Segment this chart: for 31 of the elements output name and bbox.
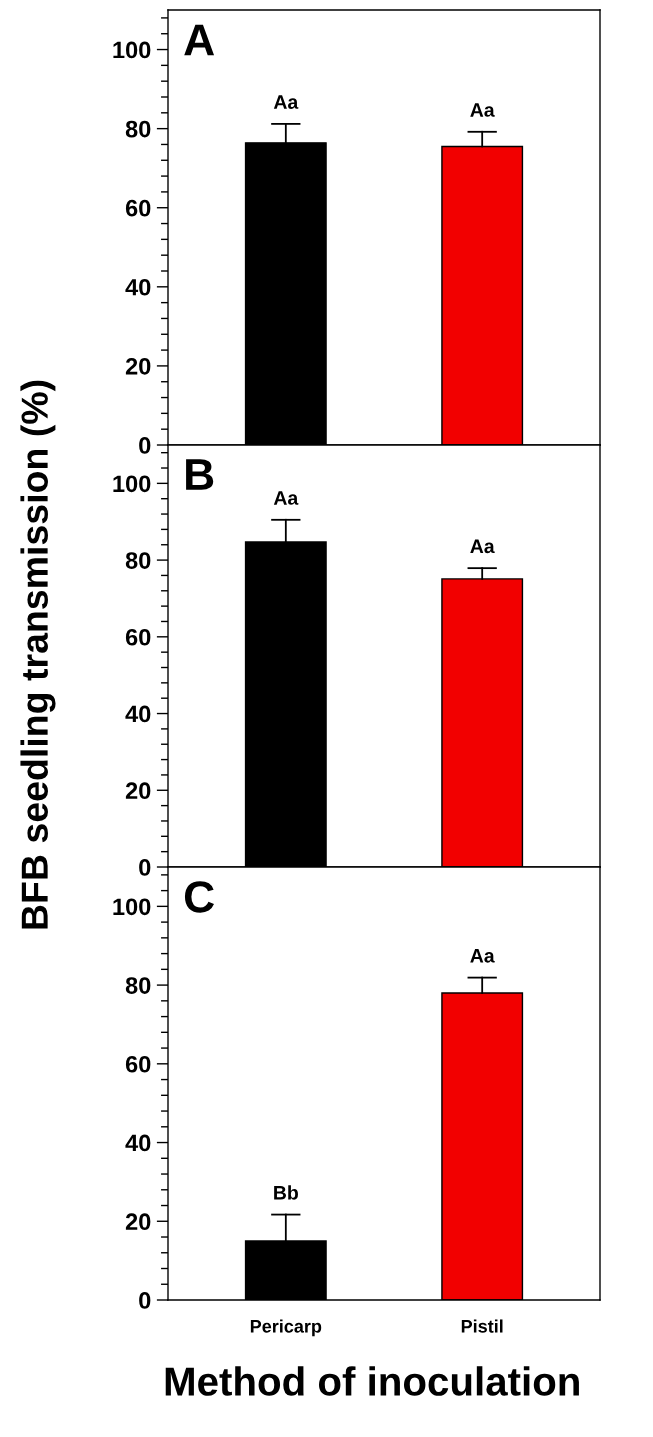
annotation: Aa xyxy=(273,491,299,505)
y-axis-title: BFB seedling transmission (%) xyxy=(20,380,56,929)
x-tick-label: Pericarp xyxy=(250,1319,322,1337)
chart-title: A xyxy=(184,24,215,56)
y-tick-label: 80 xyxy=(125,120,151,138)
annotation: Aa xyxy=(470,539,495,554)
y-tick-label: 0 xyxy=(139,1292,151,1309)
chart-title: C xyxy=(184,881,214,913)
y-tick-label: 60 xyxy=(125,1055,151,1073)
y-tick-label: 20 xyxy=(125,357,151,375)
y-tick-label: 100 xyxy=(113,898,151,916)
y-tick-label: 60 xyxy=(125,628,151,646)
y-tick-label: 20 xyxy=(125,1213,151,1231)
y-tick-label: 0 xyxy=(139,859,151,876)
y-tick-label: 60 xyxy=(125,199,151,217)
annotation: Aa xyxy=(470,949,495,963)
chart-title: B xyxy=(186,459,214,490)
x-tick-label: Pistil xyxy=(461,1319,503,1333)
y-tick-label: 0 xyxy=(139,437,151,454)
y-tick-label: 40 xyxy=(125,705,151,723)
y-tick-label: 100 xyxy=(113,41,151,59)
annotation: Aa xyxy=(470,103,495,117)
annotation: Aa xyxy=(273,95,299,109)
y-tick-label: 40 xyxy=(125,278,151,296)
y-tick-label: 100 xyxy=(113,475,151,493)
x-axis-title: Method of inoculation xyxy=(165,1366,579,1396)
y-tick-label: 80 xyxy=(125,552,151,569)
y-tick-label: 80 xyxy=(125,977,151,994)
y-tick-label: 20 xyxy=(125,782,151,800)
annotation: Bb xyxy=(274,1185,298,1200)
y-tick-label: 40 xyxy=(125,1134,151,1152)
